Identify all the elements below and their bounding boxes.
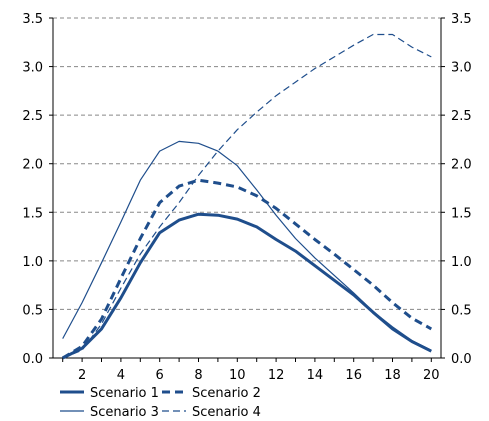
x-tick-label: 12 [268,368,285,383]
y-tick-label-left: 2.5 [22,109,43,124]
y-tick-label-left: 1.0 [22,255,43,270]
axes: 0.0 0.0 0.5 0.5 1.0 1.0 1.5 1.5 2.0 2.0 2.5 2.5 3.0 3… [22,12,471,383]
series-line-scenario-4 [62,33,432,359]
series-lines [61,33,433,360]
x-tick-label: 8 [194,368,202,383]
y-tick-label-right: 0.0 [451,352,472,367]
x-tick-label: 16 [345,368,362,383]
y-tick-label-right: 1.0 [451,255,472,270]
y-tick-label-left: 3.5 [22,12,43,27]
x-tick-label: 2 [78,368,86,383]
y-tick-label-right: 2.0 [451,158,472,173]
x-tick-label: 18 [384,368,401,383]
legend-label-scenario-2: Scenario 2 [192,386,261,401]
gridlines [53,17,441,310]
y-tick-label-left: 0.0 [22,352,43,367]
series-line-scenario-1 [62,212,432,360]
legend-label-scenario-1: Scenario 1 [90,386,159,401]
x-tick-label: 20 [423,368,440,383]
x-tick-label: 4 [117,368,125,383]
y-tick-label-right: 3.5 [451,12,472,27]
x-tick-label: 14 [307,368,324,383]
y-tick-label-left: 0.5 [22,303,43,318]
y-tick-label-right: 0.5 [451,303,472,318]
x-tick-label: 10 [229,368,246,383]
series-line-scenario-2 [61,178,433,360]
legend-label-scenario-4: Scenario 4 [192,405,261,420]
y-tick-label-left: 3.0 [22,61,43,76]
legend: Scenario 1 Scenario 2 Scenario 3 Scenario 4 [60,386,261,420]
y-tick-label-right: 2.5 [451,109,472,124]
x-tick-label: 6 [156,368,164,383]
legend-label-scenario-3: Scenario 3 [90,405,159,420]
y-tick-label-right: 3.0 [451,61,472,76]
y-tick-label-left: 1.5 [22,206,43,221]
y-tick-label-right: 1.5 [451,206,472,221]
series-line-scenario-3 [62,140,432,351]
y-tick-label-left: 2.0 [22,158,43,173]
